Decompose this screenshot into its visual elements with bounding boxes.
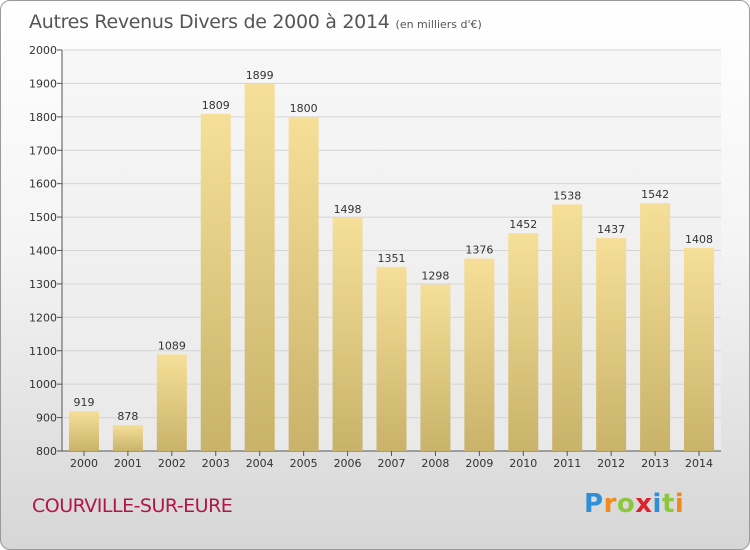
- data-label: 1809: [202, 99, 230, 112]
- data-label: 1538: [553, 189, 581, 202]
- y-tick-label: 2000: [29, 44, 57, 57]
- bar-2012: [596, 238, 627, 451]
- bar-2014: [684, 247, 715, 451]
- y-tick-label: 900: [36, 412, 57, 425]
- y-tick-label: 1000: [29, 378, 57, 391]
- data-label: 1408: [685, 233, 713, 246]
- brand-letter: o: [616, 489, 636, 519]
- x-tick-label: 2009: [465, 457, 493, 470]
- data-label: 1298: [421, 270, 449, 283]
- y-tick-label: 1100: [29, 345, 57, 358]
- data-label: 919: [73, 396, 94, 409]
- y-tick-label: 1300: [29, 278, 57, 291]
- brand-letter: P: [584, 489, 604, 519]
- y-tick-label: 1500: [29, 211, 57, 224]
- proxiti-logo[interactable]: Proxiti: [584, 489, 684, 519]
- chart-subtitle: (en milliers d'€): [395, 18, 482, 31]
- y-tick-label: 800: [36, 445, 57, 458]
- data-label: 1498: [334, 203, 362, 216]
- y-tick-label: 1700: [29, 144, 57, 157]
- bar-2001: [112, 424, 143, 451]
- bar-2008: [420, 284, 451, 451]
- bar-2003: [200, 113, 231, 451]
- brand-letter: i: [652, 489, 662, 519]
- data-label: 1452: [509, 218, 537, 231]
- y-tick-label: 1400: [29, 245, 57, 258]
- bar-2010: [508, 233, 539, 451]
- data-label: 1376: [465, 244, 493, 257]
- brand-letter: i: [674, 489, 685, 519]
- data-label: 1800: [290, 102, 318, 115]
- brand-letter: r: [603, 489, 617, 519]
- bar-2006: [332, 217, 363, 451]
- bar-2013: [640, 203, 671, 451]
- x-tick-label: 2010: [509, 457, 537, 470]
- data-label: 1437: [597, 223, 625, 236]
- x-tick-label: 2003: [202, 457, 230, 470]
- x-tick-label: 2013: [641, 457, 669, 470]
- data-label: 1542: [641, 188, 669, 201]
- x-tick-label: 2012: [597, 457, 625, 470]
- bar-2000: [68, 411, 99, 451]
- y-tick-label: 1600: [29, 178, 57, 191]
- bar-2002: [156, 354, 187, 451]
- bar-2009: [464, 258, 495, 451]
- chart-title: Autres Revenus Divers de 2000 à 2014: [29, 11, 390, 33]
- x-tick-label: 2002: [158, 457, 186, 470]
- brand-letter: t: [661, 489, 675, 519]
- data-label: 878: [117, 410, 138, 423]
- y-tick-label: 1900: [29, 77, 57, 90]
- data-label: 1899: [246, 69, 274, 82]
- x-tick-label: 2007: [378, 457, 406, 470]
- x-tick-label: 2014: [685, 457, 713, 470]
- bar-2004: [244, 83, 275, 452]
- brand-letter: x: [635, 489, 653, 519]
- x-tick-label: 2005: [290, 457, 318, 470]
- x-tick-label: 2004: [246, 457, 274, 470]
- data-label: 1351: [378, 252, 406, 265]
- chart-title-block: Autres Revenus Divers de 2000 à 2014 (en …: [29, 11, 482, 33]
- bar-2007: [376, 266, 407, 451]
- location-name: COURVILLE-SUR-EURE: [32, 495, 233, 517]
- x-tick-label: 2000: [70, 457, 98, 470]
- x-tick-label: 2011: [553, 457, 581, 470]
- x-tick-label: 2001: [114, 457, 142, 470]
- bar-2005: [288, 116, 319, 451]
- bar-2011: [552, 204, 583, 451]
- data-label: 1089: [158, 339, 186, 352]
- x-tick-label: 2006: [334, 457, 362, 470]
- y-tick-label: 1200: [29, 311, 57, 324]
- x-tick-label: 2008: [421, 457, 449, 470]
- y-tick-label: 1800: [29, 111, 57, 124]
